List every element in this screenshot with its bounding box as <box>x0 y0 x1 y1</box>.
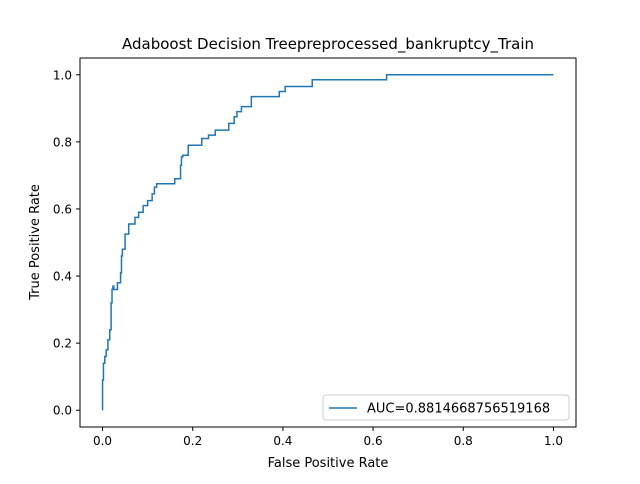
x-tick-label: 0.6 <box>364 434 383 448</box>
legend-box <box>322 394 570 421</box>
chart-title: Adaboost Decision Treepreprocessed_bankr… <box>122 35 534 54</box>
legend: AUC=0.8814668756519168 <box>322 394 570 421</box>
y-tick-label: 0.6 <box>53 202 72 216</box>
plot-frame <box>79 57 577 428</box>
legend-label: AUC=0.8814668756519168 <box>367 402 550 417</box>
y-tick-label: 0.0 <box>53 404 72 418</box>
x-tick-label: 0.2 <box>183 434 202 448</box>
roc-curve-line <box>101 74 554 411</box>
y-tick-label: 1.0 <box>53 68 72 82</box>
x-axis-label: False Positive Rate <box>268 456 389 471</box>
y-tick-label: 0.4 <box>53 270 72 284</box>
y-tick-label: 0.2 <box>53 337 72 351</box>
x-axis-ticks: 0.0 0.2 0.4 0.6 0.8 1.0 <box>93 427 563 448</box>
plot-area <box>79 57 577 428</box>
x-tick-label: 1.0 <box>544 434 563 448</box>
plot-background <box>80 58 576 427</box>
y-axis-label: True Positive Rate <box>28 184 43 301</box>
x-tick-label: 0.0 <box>93 434 112 448</box>
x-tick-label: 0.8 <box>454 434 473 448</box>
series-layer <box>101 74 554 411</box>
x-tick-label: 0.4 <box>273 434 292 448</box>
y-axis-ticks: 0.0 0.2 0.4 0.6 0.8 1.0 <box>53 68 80 418</box>
y-tick-label: 0.8 <box>53 135 72 149</box>
